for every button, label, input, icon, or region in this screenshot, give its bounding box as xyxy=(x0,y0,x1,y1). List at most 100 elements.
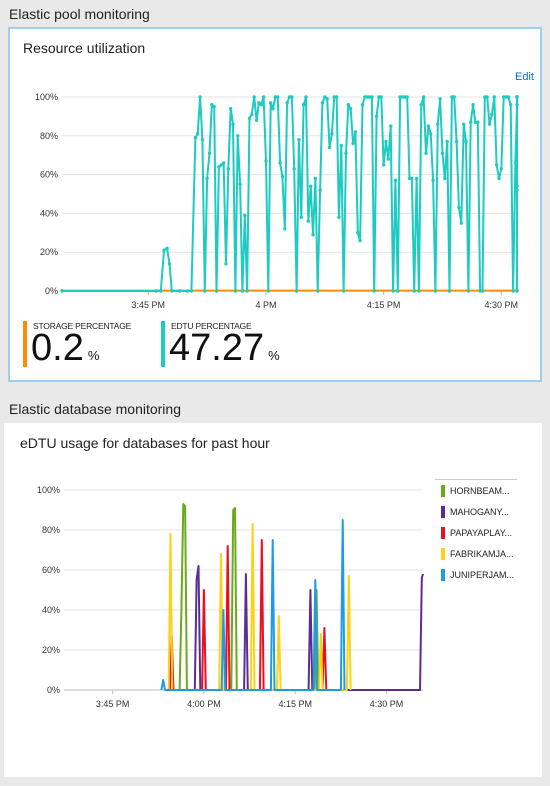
data-point-edtu-percentage xyxy=(341,289,346,293)
data-point-edtu-percentage xyxy=(398,95,402,99)
data-point-edtu-percentage xyxy=(245,289,249,293)
series-line-edtu-percentage xyxy=(62,96,518,292)
data-point-edtu-percentage xyxy=(308,184,313,188)
legend-item-fabrikamja[interactable]: FABRIKAMJA... xyxy=(435,543,517,564)
legend-item-juniperjam[interactable]: JUNIPERJAM... xyxy=(435,564,517,585)
data-point-edtu-percentage xyxy=(461,122,466,126)
data-point-edtu-percentage xyxy=(327,145,332,150)
section-title-elastic-database-monitoring: Elastic database monitoring xyxy=(9,401,181,417)
data-point-edtu-percentage xyxy=(412,289,416,293)
data-point-edtu-percentage xyxy=(247,116,252,121)
legend-label: HORNBEAM... xyxy=(450,486,510,496)
data-point-edtu-percentage xyxy=(325,97,329,101)
data-point-edtu-percentage xyxy=(490,112,494,117)
data-point-edtu-percentage xyxy=(515,289,519,293)
data-point-edtu-percentage xyxy=(499,167,504,171)
x-tick-label: 3:45 PM xyxy=(132,300,166,310)
legend-swatch xyxy=(441,569,445,581)
data-point-edtu-percentage xyxy=(316,289,320,293)
data-point-edtu-percentage xyxy=(421,95,426,99)
data-point-edtu-percentage xyxy=(165,246,169,251)
data-point-edtu-percentage xyxy=(259,103,263,107)
resource-utilization-tile[interactable]: Resource utilization Edit 0% 20% 40% 60% 80%… xyxy=(8,27,542,382)
data-point-edtu-percentage xyxy=(501,95,506,99)
data-point-edtu-percentage xyxy=(487,122,492,126)
edit-link[interactable]: Edit xyxy=(515,71,534,83)
data-point-edtu-percentage xyxy=(515,188,519,192)
data-point-edtu-percentage xyxy=(292,167,296,171)
series-line-juniperjam xyxy=(160,519,346,691)
data-point-edtu-percentage xyxy=(268,101,273,105)
data-point-edtu-percentage xyxy=(374,114,379,119)
data-point-edtu-percentage xyxy=(492,95,496,99)
data-point-edtu-percentage xyxy=(159,289,163,293)
data-point-edtu-percentage xyxy=(283,227,287,231)
y-tick-label: 40% xyxy=(40,208,58,218)
legend-swatch xyxy=(441,548,445,560)
data-point-edtu-percentage xyxy=(273,95,278,99)
data-point-edtu-percentage xyxy=(356,231,360,235)
data-point-edtu-percentage xyxy=(497,176,501,181)
data-point-edtu-percentage xyxy=(320,101,325,105)
resource-utilization-chart: 0% 20% 40% 60% 80% 100% 3:45 PM 4 PM 4:15 PM 4:30… xyxy=(35,92,519,310)
x-tick-label: 4:30 PM xyxy=(485,300,519,310)
data-point-edtu-percentage xyxy=(459,221,464,225)
data-point-edtu-percentage xyxy=(381,163,386,167)
data-point-edtu-percentage xyxy=(330,132,334,136)
data-point-edtu-percentage xyxy=(276,95,280,99)
data-point-edtu-percentage xyxy=(313,176,318,181)
data-point-edtu-percentage xyxy=(466,289,471,293)
data-point-edtu-percentage xyxy=(297,137,301,142)
data-point-edtu-percentage xyxy=(304,95,308,99)
data-point-edtu-percentage xyxy=(264,159,268,163)
data-point-edtu-percentage xyxy=(207,151,212,155)
data-point-edtu-percentage xyxy=(405,95,409,99)
data-point-edtu-percentage xyxy=(280,174,285,179)
data-point-edtu-percentage xyxy=(332,95,336,99)
data-point-edtu-percentage xyxy=(414,176,419,181)
legend-item-mahogany[interactable]: MAHOGANY... xyxy=(435,501,517,522)
data-point-edtu-percentage xyxy=(233,289,238,293)
storage-percentage-value: 0.2% xyxy=(31,327,100,369)
data-point-edtu-percentage xyxy=(431,178,435,183)
data-point-edtu-percentage xyxy=(358,238,362,243)
data-point-edtu-percentage xyxy=(483,95,487,99)
legend-swatch xyxy=(441,485,445,497)
legend-item-papayaplay[interactable]: PAPAYAPLAY... xyxy=(435,522,517,543)
data-point-edtu-percentage xyxy=(515,103,519,107)
x-tick-label: 4:15 PM xyxy=(278,699,312,709)
data-point-edtu-percentage xyxy=(221,161,226,165)
series-line-hornbeam xyxy=(178,503,320,691)
data-point-edtu-percentage xyxy=(200,137,205,142)
data-point-edtu-percentage xyxy=(210,103,214,107)
data-point-edtu-percentage xyxy=(217,165,221,169)
edtu-usage-tile[interactable]: eDTU usage for databases for past hour 0… xyxy=(4,423,542,777)
legend-item-hornbeam[interactable]: HORNBEAM... xyxy=(435,480,517,501)
data-point-edtu-percentage xyxy=(323,95,327,99)
data-point-edtu-percentage xyxy=(189,289,194,293)
data-point-edtu-percentage xyxy=(478,289,482,293)
data-point-edtu-percentage xyxy=(231,122,235,126)
data-point-edtu-percentage xyxy=(170,289,174,293)
data-point-edtu-percentage xyxy=(254,118,259,122)
data-point-edtu-percentage xyxy=(203,289,207,293)
data-point-edtu-percentage xyxy=(480,289,485,293)
data-point-edtu-percentage xyxy=(377,95,381,99)
resource-utilization-title: Resource utilization xyxy=(23,40,146,56)
data-point-edtu-percentage xyxy=(363,95,367,99)
data-point-edtu-percentage xyxy=(353,130,358,134)
data-point-edtu-percentage xyxy=(162,248,166,252)
data-point-edtu-percentage xyxy=(261,95,266,99)
data-point-edtu-percentage xyxy=(285,101,289,105)
data-point-edtu-percentage xyxy=(318,188,322,192)
data-point-edtu-percentage xyxy=(351,141,355,146)
x-tick-label: 4:15 PM xyxy=(367,300,401,310)
data-point-edtu-percentage xyxy=(476,120,480,124)
data-point-edtu-percentage xyxy=(212,105,216,109)
x-tick-label: 4 PM xyxy=(255,300,276,310)
data-point-edtu-percentage xyxy=(193,136,198,140)
data-point-edtu-percentage xyxy=(167,262,172,266)
data-point-edtu-percentage xyxy=(238,182,242,186)
data-point-edtu-percentage xyxy=(473,120,478,124)
data-point-edtu-percentage xyxy=(504,95,508,99)
